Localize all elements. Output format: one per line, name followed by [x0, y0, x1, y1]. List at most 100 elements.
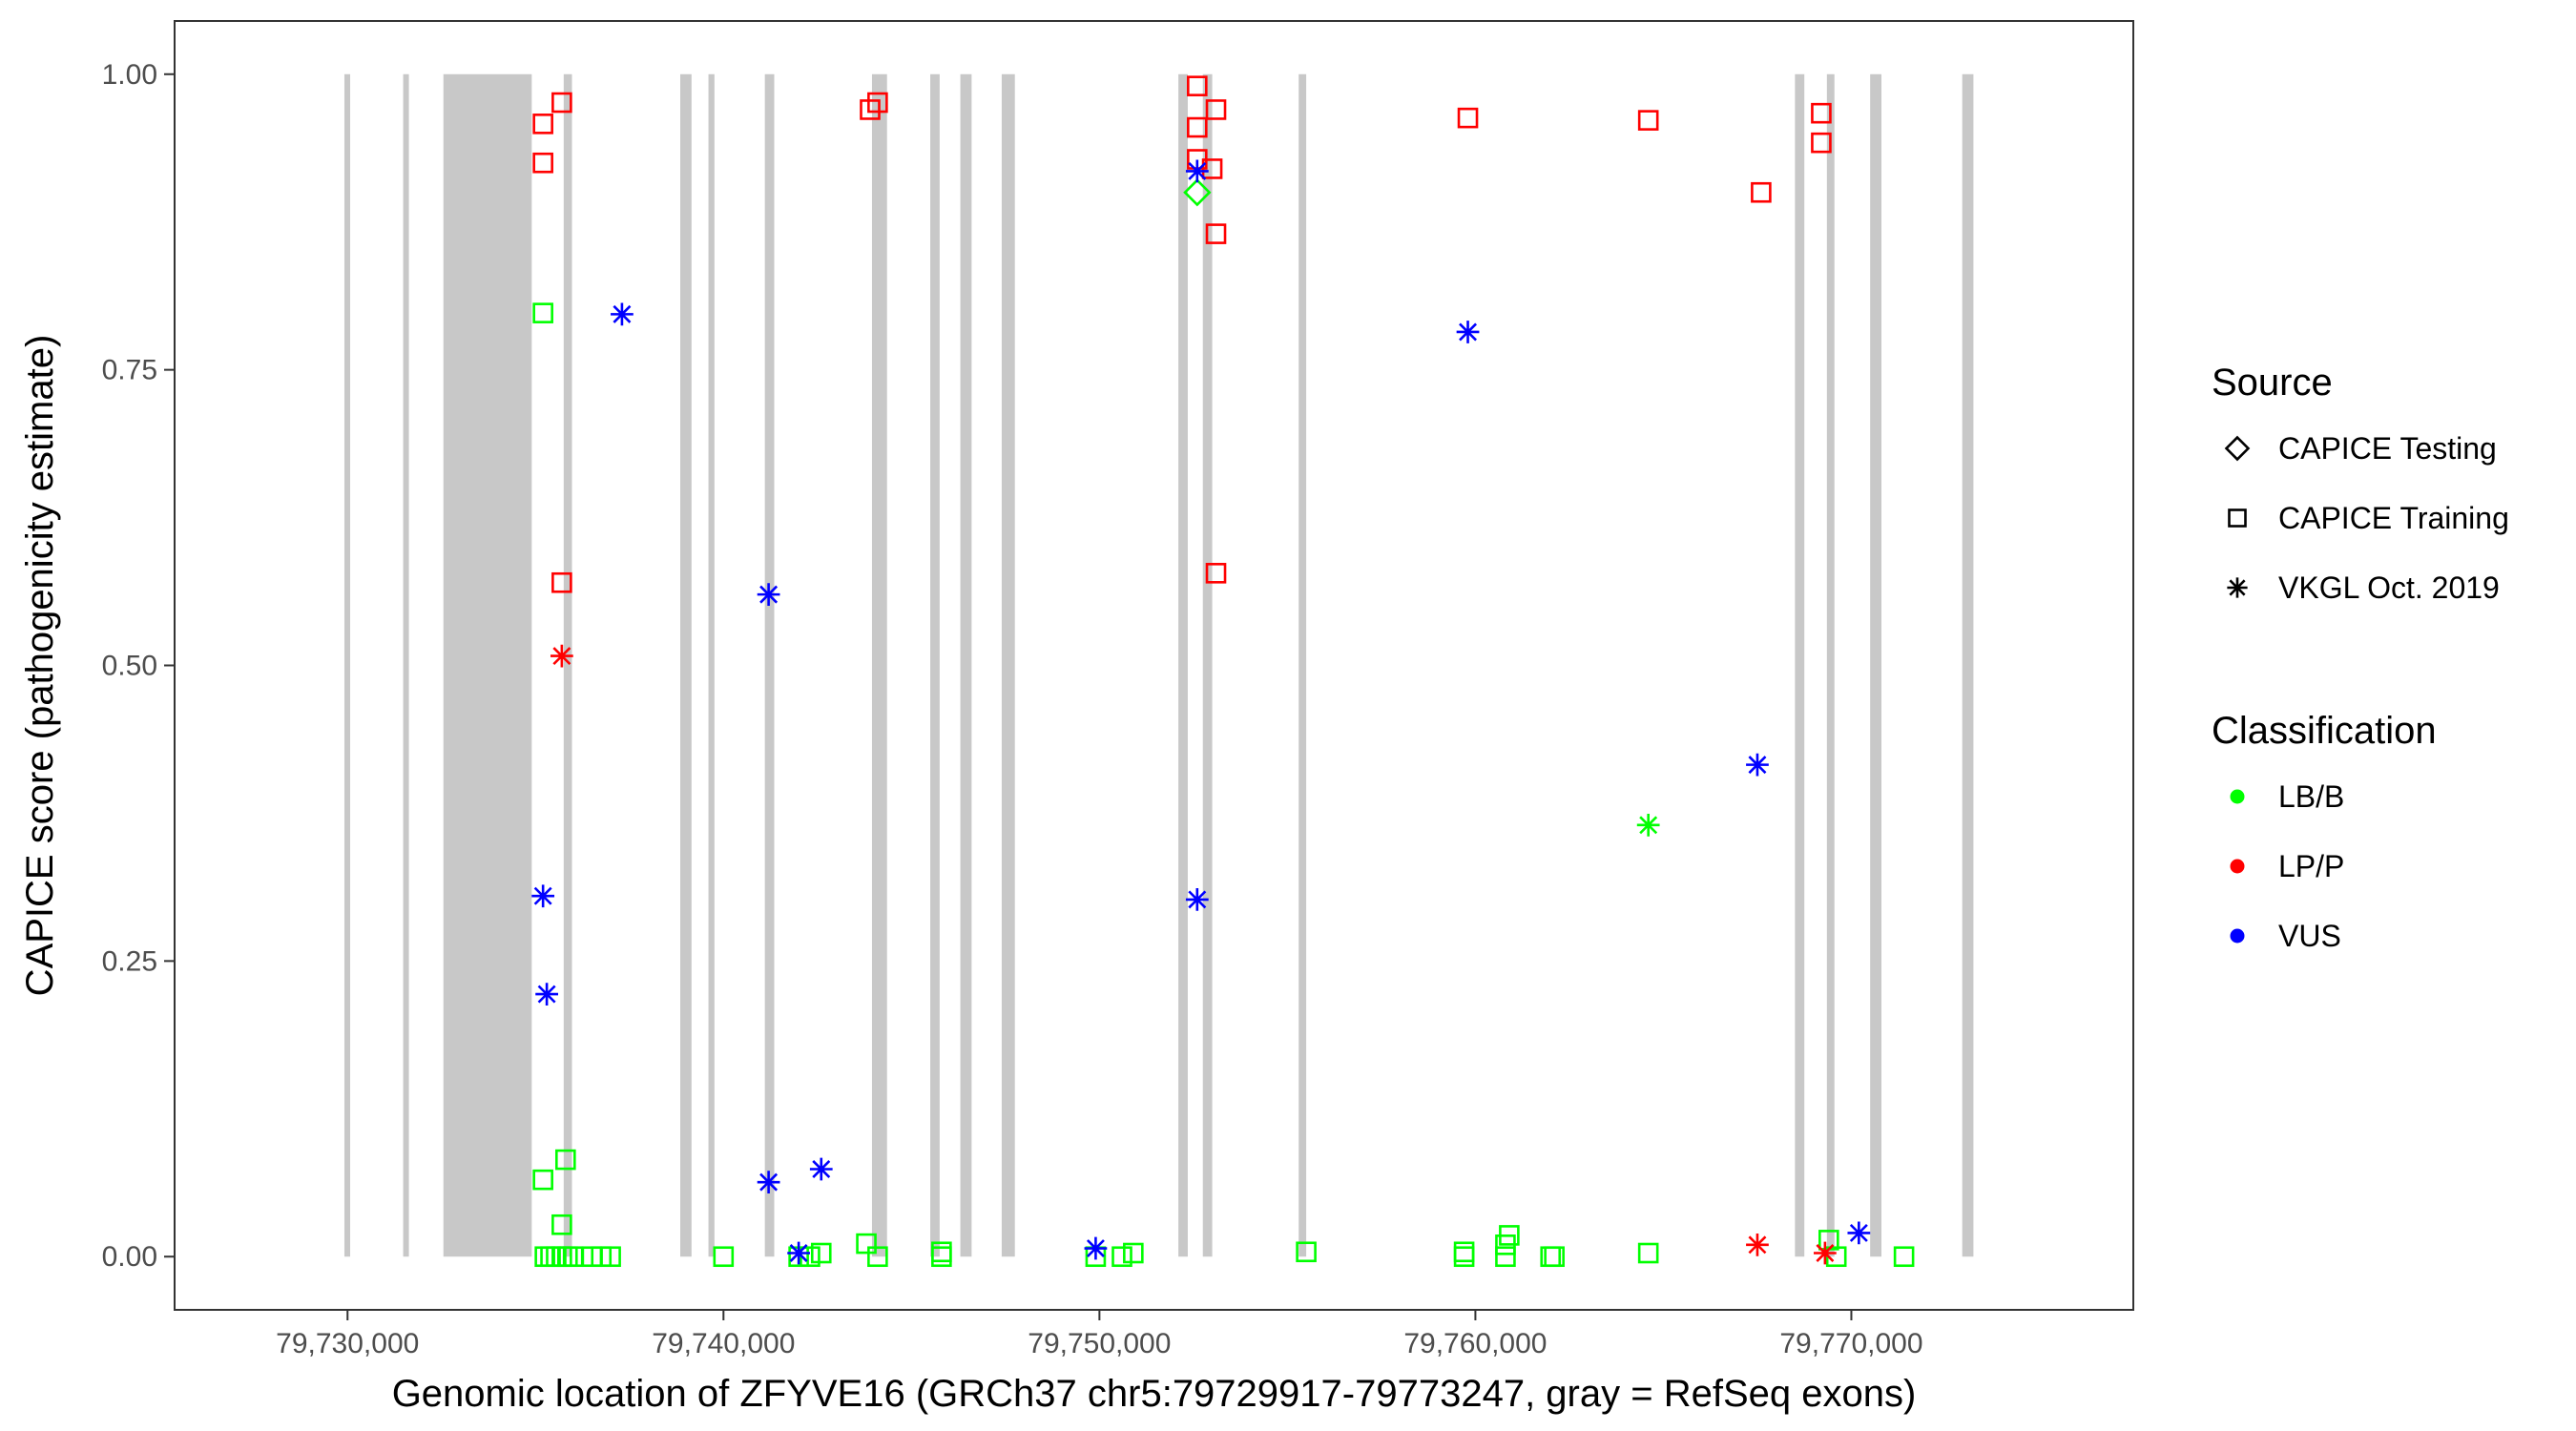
data-point [551, 92, 572, 114]
diamond-marker [1183, 178, 1212, 207]
legend-label: LP/P [2278, 849, 2344, 883]
legend-label: VKGL Oct. 2019 [2278, 570, 2500, 605]
data-point [1746, 1233, 1769, 1256]
data-point [1111, 1246, 1132, 1268]
legend-entry: LP/P [2230, 849, 2344, 883]
data-point [856, 1233, 877, 1255]
square-marker [600, 1246, 621, 1268]
asterisk-marker [1746, 1233, 1769, 1256]
data-point [1185, 159, 1209, 183]
legend-label: VUS [2278, 919, 2341, 953]
data-point [1183, 178, 1212, 207]
data-point [1185, 888, 1209, 911]
asterisk-marker [1185, 888, 1209, 911]
exon-band [403, 73, 409, 1257]
square-marker [931, 1246, 952, 1268]
square-marker [555, 1149, 576, 1171]
square-marker [1296, 1241, 1317, 1263]
exon-band [1795, 73, 1805, 1257]
data-point [1746, 753, 1769, 777]
exon-bands [343, 73, 1974, 1257]
diamond-marker [2224, 435, 2251, 462]
data-point [1205, 99, 1227, 120]
square-marker [860, 99, 881, 120]
asterisk-marker [809, 1157, 833, 1181]
asterisk-marker [757, 1171, 780, 1194]
asterisk-marker [1746, 753, 1769, 777]
exon-band [1298, 73, 1307, 1257]
square-marker [1123, 1242, 1144, 1264]
exon-band [1826, 73, 1835, 1257]
data-point [809, 1157, 833, 1181]
asterisk-marker [1814, 1241, 1837, 1265]
square-marker [1457, 107, 1479, 129]
data-point [1453, 1241, 1475, 1263]
series-square [532, 75, 1915, 1268]
exon-band [1962, 73, 1974, 1257]
asterisk-marker [2227, 577, 2248, 598]
series-diamond [1183, 178, 1212, 207]
asterisk-marker [757, 583, 780, 607]
data-point [1187, 116, 1208, 138]
legend-entry: VUS [2230, 919, 2341, 953]
asterisk-marker [1636, 813, 1660, 837]
data-point [611, 302, 634, 326]
exon-band [1870, 73, 1881, 1257]
data-point [1811, 102, 1832, 124]
legend-block: Classification LB/B LP/P VUS [2212, 710, 2437, 953]
square-marker [532, 302, 553, 323]
exon-band [930, 73, 940, 1257]
legend-entry: CAPICE Training [2228, 501, 2509, 535]
square-marker [551, 1213, 572, 1235]
exon-band [679, 73, 692, 1257]
data-point [1637, 110, 1659, 131]
legend-color-dot [2230, 859, 2245, 874]
exon-band [1202, 73, 1213, 1257]
square-marker [532, 1169, 553, 1191]
data-point [1453, 1246, 1475, 1268]
data-point [1084, 1236, 1108, 1260]
data-point [713, 1246, 735, 1268]
data-point [532, 152, 553, 174]
exon-band [443, 73, 532, 1257]
exon-band [343, 73, 351, 1257]
data-point [1811, 132, 1832, 154]
square-marker [1637, 1242, 1659, 1264]
data-point [1499, 1225, 1520, 1246]
data-point [1296, 1241, 1317, 1263]
exon-band [960, 73, 972, 1257]
data-point [1456, 321, 1480, 343]
data-point [534, 1246, 555, 1268]
square-marker [713, 1246, 735, 1268]
x-tick-label: 79,730,000 [276, 1328, 419, 1359]
data-point [532, 114, 553, 135]
square-marker [1637, 110, 1659, 131]
square-marker [546, 1246, 567, 1268]
square-marker [1751, 181, 1772, 203]
square-marker [1111, 1246, 1132, 1268]
square-marker [2228, 508, 2247, 528]
legend-block: Source CAPICE Testing CAPICE Training VKGL … [2212, 362, 2509, 605]
data-point [1893, 1246, 1915, 1268]
data-point [546, 1246, 567, 1268]
data-point [550, 644, 573, 668]
data-point [1495, 1246, 1516, 1268]
data-point [1205, 563, 1227, 584]
square-marker [1811, 102, 1832, 124]
legend-color-dot [2230, 928, 2245, 944]
y-tick-label: 1.00 [102, 59, 157, 91]
data-point [535, 983, 558, 1006]
square-marker [534, 1246, 555, 1268]
data-point [867, 1246, 888, 1268]
y-axis-title: CAPICE score (pathogenicity estimate) [19, 335, 61, 997]
data-point [1123, 1242, 1144, 1264]
exon-band [708, 73, 715, 1257]
square-marker [1453, 1246, 1475, 1268]
asterisk-marker [1185, 159, 1209, 183]
square-marker [532, 152, 553, 174]
square-marker [1187, 75, 1208, 96]
series-asterisk [531, 159, 1871, 1265]
data-point [1814, 1241, 1837, 1265]
data-point [1847, 1221, 1871, 1245]
